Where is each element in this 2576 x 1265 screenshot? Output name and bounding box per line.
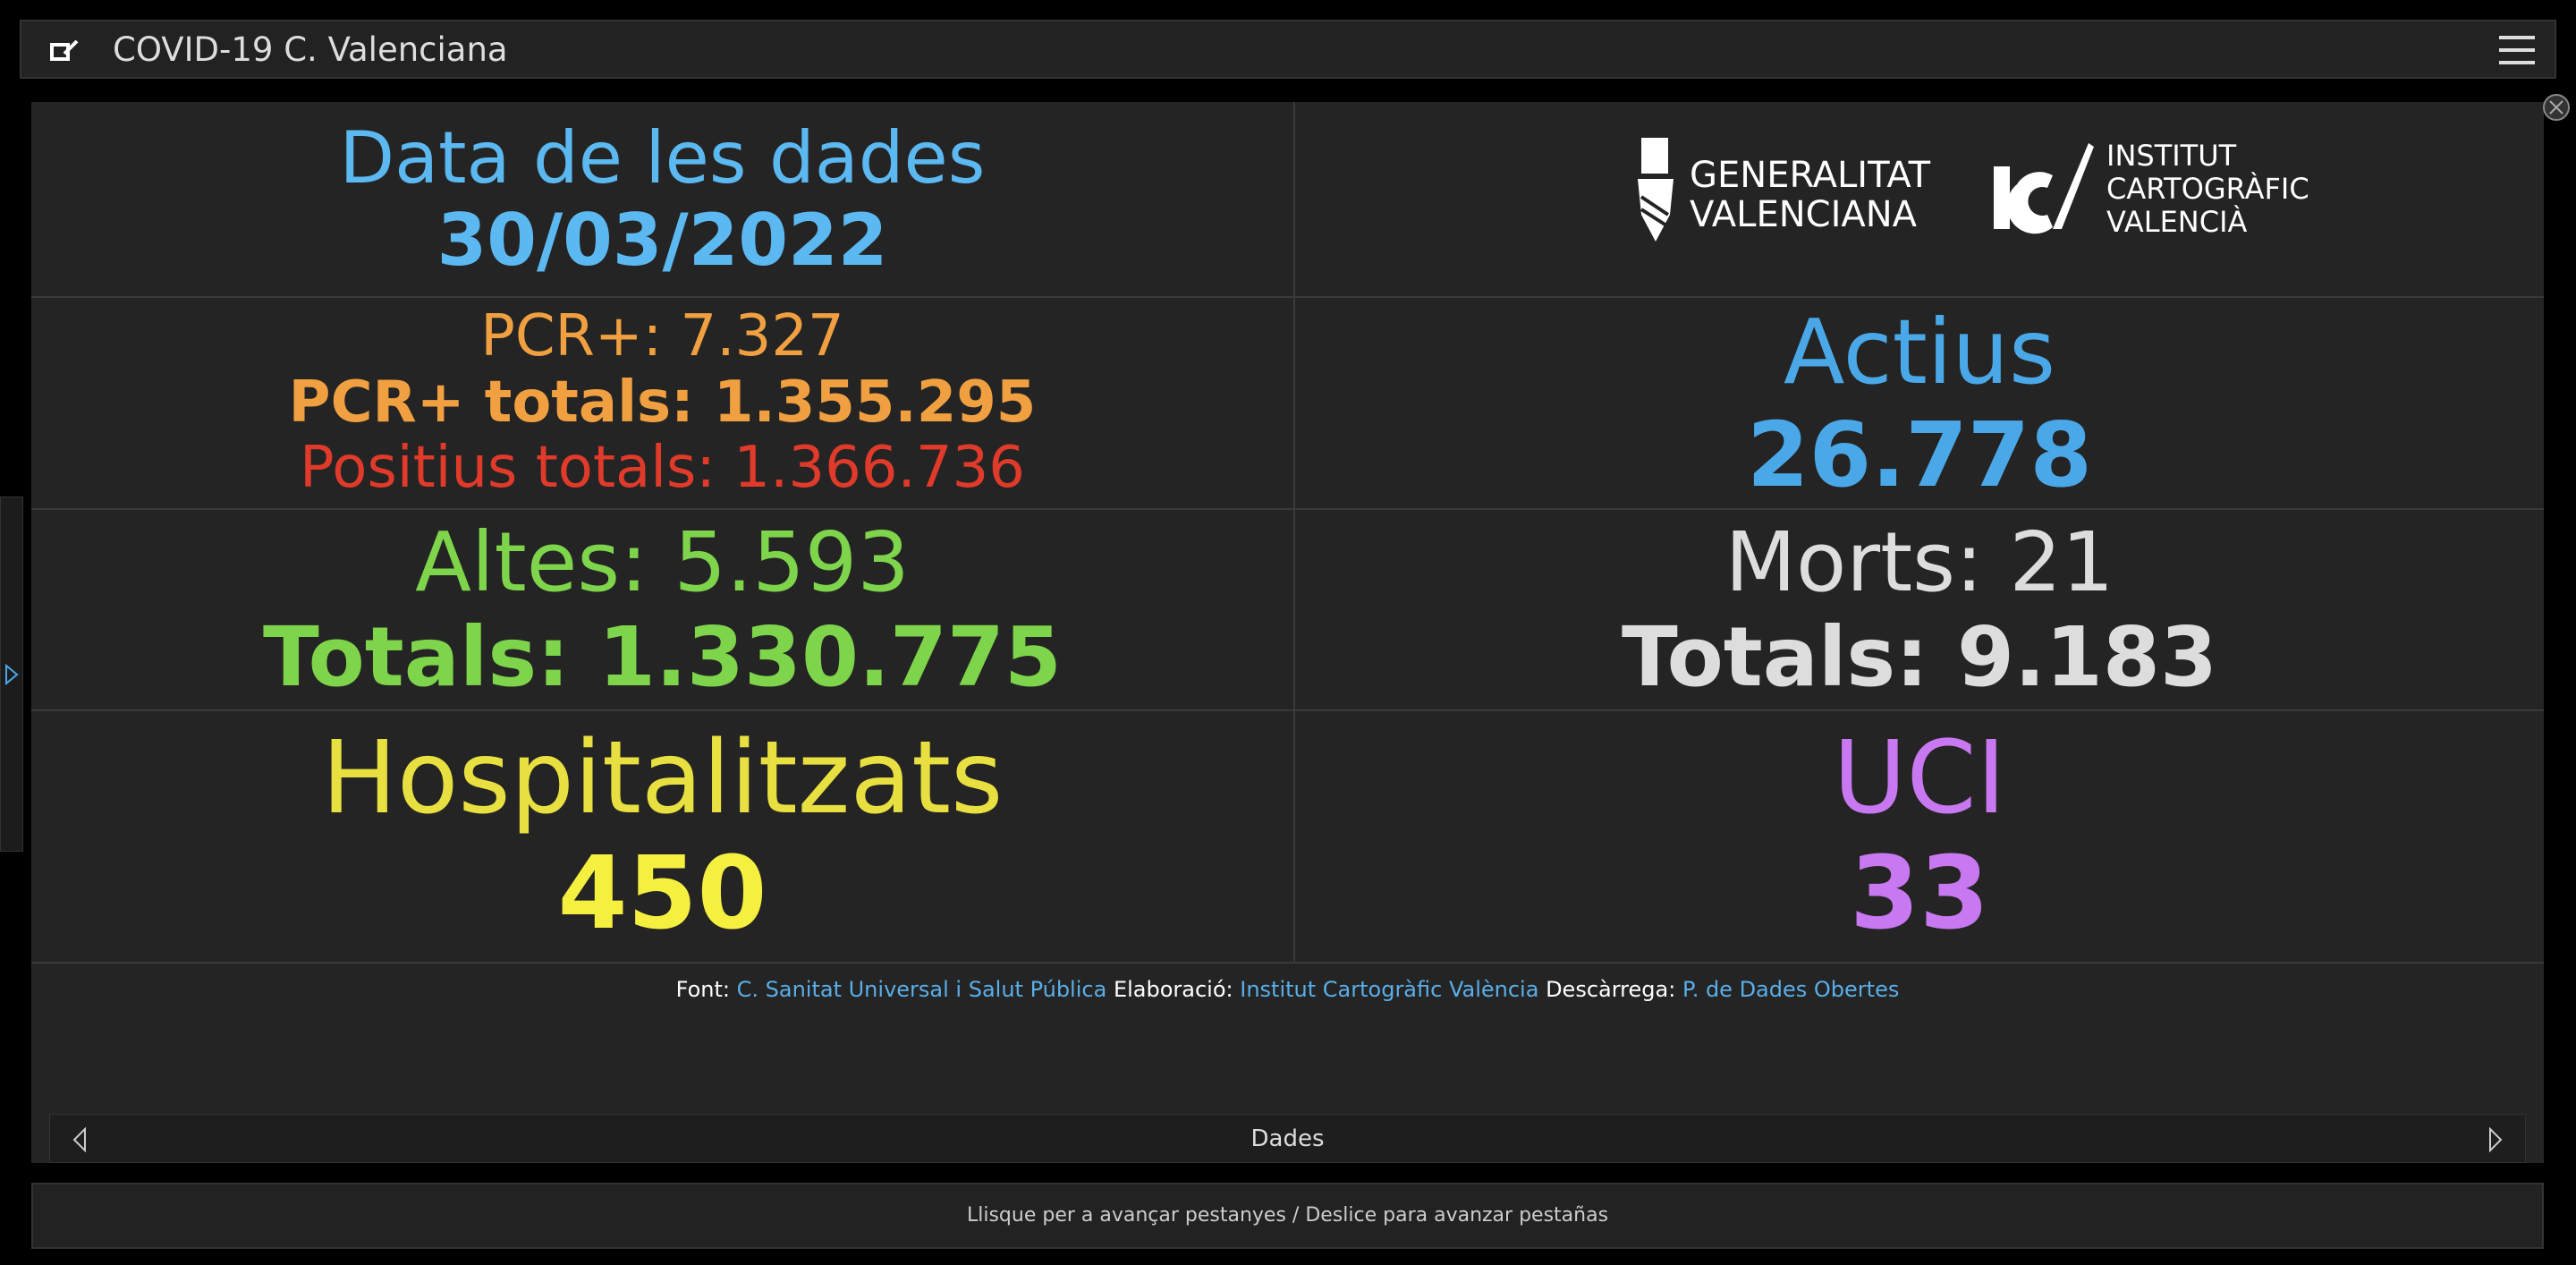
dashboard-panel: Data de les dades 30/03/2022 GENERALITAT… xyxy=(31,102,2544,1163)
active-label: Actius xyxy=(1783,299,2056,404)
attribution-link[interactable]: C. Sanitat Universal i Salut Pública xyxy=(736,977,1107,1002)
hint-text: Llisque per a avançar pestanyes / Deslic… xyxy=(966,1204,1609,1227)
pcr-value: 7.327 xyxy=(680,303,844,370)
attribution-label: Descàrrega: xyxy=(1546,977,1676,1002)
pcr-label: PCR+: xyxy=(480,303,663,370)
discharged-total-value: 1.330.775 xyxy=(597,608,1062,705)
deaths-total-label: Totals: xyxy=(1622,608,1928,705)
positive-total-line: Positius totals: 1.366.736 xyxy=(299,435,1026,502)
discharged-label: Altes: xyxy=(415,514,648,610)
deaths-line: Morts: 21 xyxy=(1724,514,2114,610)
row-divider xyxy=(31,508,2544,510)
icv-emblem xyxy=(1994,143,2094,234)
row-divider xyxy=(31,296,2544,298)
menu-button[interactable] xyxy=(2499,34,2535,66)
icu-label: UCI xyxy=(1833,720,2006,837)
deaths-label: Morts: xyxy=(1724,514,1984,610)
logo-text: CARTOGRÀFIC xyxy=(2106,171,2309,206)
attribution: Font: C. Sanitat Universal i Salut Públi… xyxy=(31,977,2544,1002)
discharged-total-label: Totals: xyxy=(263,608,570,705)
next-tab[interactable] xyxy=(2487,1127,2504,1152)
pcr-total-label: PCR+ totals: xyxy=(288,369,694,436)
previous-tab[interactable] xyxy=(72,1127,88,1152)
pcr-line: PCR+: 7.327 xyxy=(480,303,844,370)
logos: GENERALITAT VALENCIANA INSTITUT CARTOGRÀ… xyxy=(1632,129,2309,263)
icv-text: INSTITUT CARTOGRÀFIC VALENCIÀ xyxy=(2106,140,2309,238)
attribution-link[interactable]: Institut Cartogràfic València xyxy=(1240,977,1539,1002)
hospitalized-label: Hospitalitzats xyxy=(321,720,1004,837)
side-tab[interactable] xyxy=(0,497,23,852)
deaths-cell: Morts: 21 Totals: 9.183 xyxy=(1295,510,2544,709)
logo-text: GENERALITAT xyxy=(1690,155,1931,196)
deaths-value: 21 xyxy=(2009,514,2114,610)
deaths-total-line: Totals: 9.183 xyxy=(1622,608,2217,705)
gva-text: GENERALITAT VALENCIANA xyxy=(1690,156,1930,234)
date-label: Data de les dades xyxy=(339,115,986,200)
active-value: 26.778 xyxy=(1747,402,2092,507)
logo-text: VALENCIANA xyxy=(1690,194,1918,235)
tab-bar: Dades xyxy=(49,1114,2526,1163)
positive-total-value: 1.366.736 xyxy=(733,435,1026,502)
logo-text: INSTITUT xyxy=(2106,139,2237,173)
positive-total-label: Positius totals: xyxy=(299,435,716,502)
discharged-cell: Altes: 5.593 Totals: 1.330.775 xyxy=(31,510,1293,709)
gva-emblem xyxy=(1638,138,1674,242)
icu-value: 33 xyxy=(1850,836,1989,952)
discharged-total-line: Totals: 1.330.775 xyxy=(263,608,1062,705)
deaths-total-value: 9.183 xyxy=(1956,608,2217,705)
pcr-total-line: PCR+ totals: 1.355.295 xyxy=(288,369,1037,437)
app-icon xyxy=(50,39,79,61)
row-divider xyxy=(31,962,2544,964)
column-divider xyxy=(1293,102,1295,963)
app-title: COVID-19 C. Valenciana xyxy=(113,30,508,69)
pcr-total-value: 1.355.295 xyxy=(713,369,1037,436)
logo-text: VALENCIÀ xyxy=(2106,204,2248,239)
date-cell: Data de les dades 30/03/2022 xyxy=(31,102,1293,296)
attribution-link[interactable]: P. de Dades Obertes xyxy=(1682,977,1900,1002)
cases-cell: PCR+: 7.327 PCR+ totals: 1.355.295 Posit… xyxy=(31,298,1293,508)
row-divider xyxy=(31,709,2544,711)
hint-bar: Llisque per a avançar pestanyes / Deslic… xyxy=(31,1183,2544,1249)
header-bar: COVID-19 C. Valenciana xyxy=(20,20,2556,79)
attribution-label: Elaboració: xyxy=(1113,977,1233,1002)
tab-label[interactable]: Dades xyxy=(1250,1125,1325,1152)
fullscreen-button[interactable] xyxy=(2542,93,2571,122)
discharged-line: Altes: 5.593 xyxy=(415,514,910,610)
hospitalized-value: 450 xyxy=(557,836,767,952)
date-value: 30/03/2022 xyxy=(436,198,888,282)
attribution-label: Font: xyxy=(675,977,730,1002)
icu-cell: UCI 33 xyxy=(1295,711,2544,962)
active-cell: Actius 26.778 xyxy=(1295,298,2544,508)
discharged-value: 5.593 xyxy=(674,514,910,610)
hospitalized-cell: Hospitalitzats 450 xyxy=(31,711,1293,962)
expand-arrow[interactable] xyxy=(4,664,19,685)
